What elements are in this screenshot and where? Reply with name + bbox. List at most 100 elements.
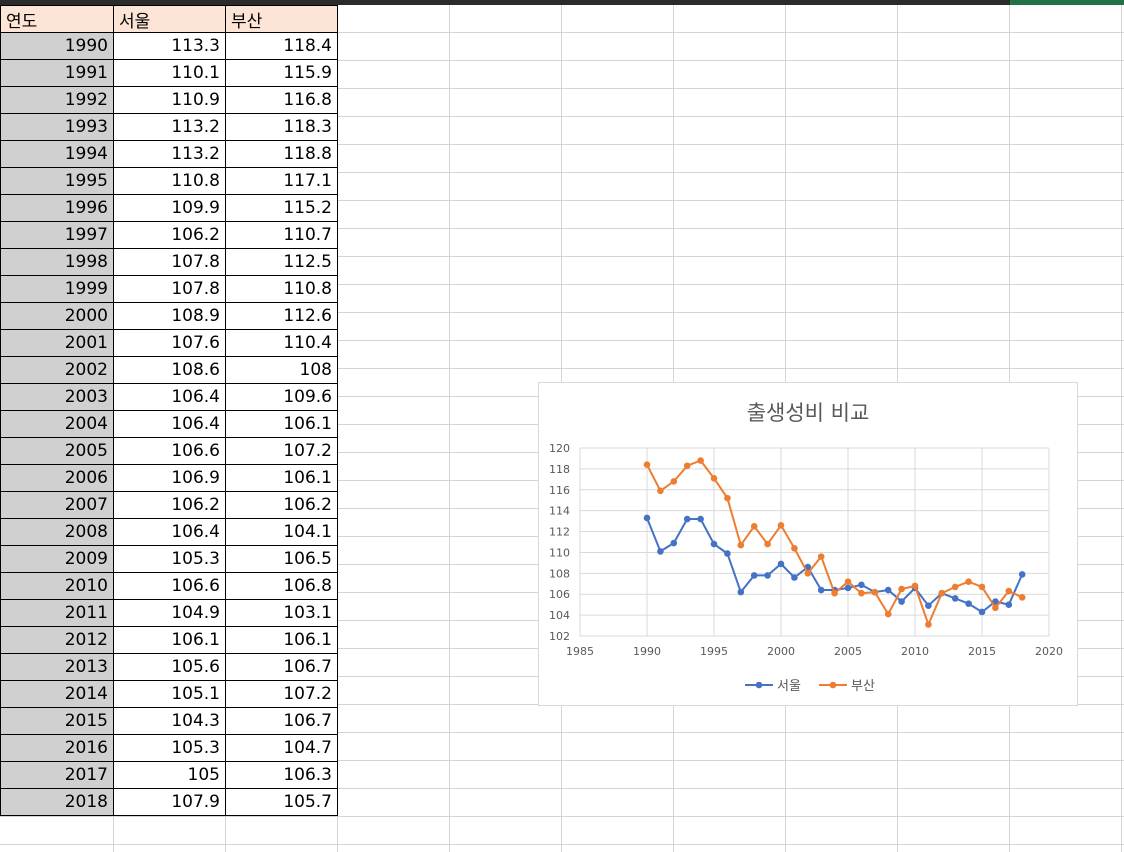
birth-ratio-chart[interactable]: 출생성비 비교 102 104 106 108 110 112 114 116 118 120 19… xyxy=(538,382,1078,706)
busan-cell[interactable]: 106.1 xyxy=(225,464,338,492)
busan-cell[interactable]: 110.8 xyxy=(225,275,338,303)
busan-cell[interactable]: 105.7 xyxy=(225,788,338,816)
busan-cell[interactable]: 106.5 xyxy=(225,545,338,573)
seoul-cell[interactable]: 106.4 xyxy=(113,410,226,438)
year-cell[interactable]: 2015 xyxy=(0,707,114,735)
seoul-cell[interactable]: 106.1 xyxy=(113,626,226,654)
busan-cell[interactable]: 110.4 xyxy=(225,329,338,357)
year-cell[interactable]: 2004 xyxy=(0,410,114,438)
seoul-cell[interactable]: 107.9 xyxy=(113,788,226,816)
busan-cell[interactable]: 118.3 xyxy=(225,113,338,141)
busan-cell[interactable]: 118.4 xyxy=(225,32,338,60)
year-cell[interactable]: 2007 xyxy=(0,491,114,519)
year-cell[interactable]: 2010 xyxy=(0,572,114,600)
seoul-cell[interactable]: 107.6 xyxy=(113,329,226,357)
busan-cell[interactable]: 106.1 xyxy=(225,626,338,654)
busan-cell[interactable]: 112.6 xyxy=(225,302,338,330)
year-cell[interactable]: 2008 xyxy=(0,518,114,546)
year-cell[interactable]: 1998 xyxy=(0,248,114,276)
seoul-cell[interactable]: 109.9 xyxy=(113,194,226,222)
year-cell[interactable]: 2016 xyxy=(0,734,114,762)
busan-cell[interactable]: 106.8 xyxy=(225,572,338,600)
seoul-cell[interactable]: 105.6 xyxy=(113,653,226,681)
busan-cell[interactable]: 109.6 xyxy=(225,383,338,411)
busan-cell[interactable]: 112.5 xyxy=(225,248,338,276)
year-cell[interactable]: 1990 xyxy=(0,32,114,60)
year-cell[interactable]: 2003 xyxy=(0,383,114,411)
busan-cell[interactable]: 117.1 xyxy=(225,167,338,195)
year-cell[interactable]: 2000 xyxy=(0,302,114,330)
seoul-cell[interactable]: 110.1 xyxy=(113,59,226,87)
year-cell[interactable]: 2011 xyxy=(0,599,114,627)
year-cell[interactable]: 1991 xyxy=(0,59,114,87)
seoul-cell[interactable]: 106.6 xyxy=(113,437,226,465)
seoul-cell[interactable]: 104.3 xyxy=(113,707,226,735)
year-cell[interactable]: 2009 xyxy=(0,545,114,573)
seoul-cell[interactable]: 110.8 xyxy=(113,167,226,195)
table-row: 1991 110.1 115.9 xyxy=(0,59,338,87)
busan-cell[interactable]: 115.9 xyxy=(225,59,338,87)
header-busan-cell[interactable]: 부산 xyxy=(225,5,338,33)
busan-cell[interactable]: 108 xyxy=(225,356,338,384)
data-point xyxy=(951,595,959,602)
data-point xyxy=(938,589,946,597)
year-cell[interactable]: 2018 xyxy=(0,788,114,816)
seoul-cell[interactable]: 106.4 xyxy=(113,518,226,546)
seoul-cell[interactable]: 107.8 xyxy=(113,275,226,303)
busan-cell[interactable]: 106.7 xyxy=(225,707,338,735)
busan-cell[interactable]: 106.1 xyxy=(225,410,338,438)
header-year-cell[interactable]: 연도 xyxy=(0,5,114,33)
year-cell[interactable]: 2005 xyxy=(0,437,114,465)
busan-cell[interactable]: 115.2 xyxy=(225,194,338,222)
year-cell[interactable]: 2017 xyxy=(0,761,114,789)
seoul-cell[interactable]: 105.3 xyxy=(113,545,226,573)
year-cell[interactable]: 1995 xyxy=(0,167,114,195)
seoul-cell[interactable]: 113.3 xyxy=(113,32,226,60)
year-cell[interactable]: 1997 xyxy=(0,221,114,249)
year-cell[interactable]: 2002 xyxy=(0,356,114,384)
year-cell[interactable]: 1996 xyxy=(0,194,114,222)
seoul-cell[interactable]: 106.9 xyxy=(113,464,226,492)
busan-cell[interactable]: 116.8 xyxy=(225,86,338,114)
seoul-cell[interactable]: 106.4 xyxy=(113,383,226,411)
busan-cell[interactable]: 104.1 xyxy=(225,518,338,546)
year-cell[interactable]: 2001 xyxy=(0,329,114,357)
seoul-cell[interactable]: 108.9 xyxy=(113,302,226,330)
busan-cell[interactable]: 103.1 xyxy=(225,599,338,627)
header-seoul-cell[interactable]: 서울 xyxy=(113,5,226,33)
seoul-cell[interactable]: 113.2 xyxy=(113,113,226,141)
busan-cell[interactable]: 106.7 xyxy=(225,653,338,681)
seoul-cell[interactable]: 105 xyxy=(113,761,226,789)
seoul-cell[interactable]: 106.2 xyxy=(113,221,226,249)
year-cell[interactable]: 1994 xyxy=(0,140,114,168)
data-point xyxy=(724,550,731,557)
data-point xyxy=(898,585,905,593)
seoul-cell[interactable]: 108.6 xyxy=(113,356,226,384)
year-cell[interactable]: 1992 xyxy=(0,86,114,114)
seoul-cell[interactable]: 105.3 xyxy=(113,734,226,762)
busan-cell[interactable]: 110.7 xyxy=(225,221,338,249)
table-row: 2015 104.3 106.7 xyxy=(0,707,338,735)
seoul-cell[interactable]: 113.2 xyxy=(113,140,226,168)
y-tick-label: 118 xyxy=(549,463,570,476)
table-row: 2010 106.6 106.8 xyxy=(0,572,338,600)
busan-cell[interactable]: 106.2 xyxy=(225,491,338,519)
busan-cell[interactable]: 106.3 xyxy=(225,761,338,789)
seoul-cell[interactable]: 106.6 xyxy=(113,572,226,600)
table-row: 2016 105.3 104.7 xyxy=(0,734,338,762)
seoul-cell[interactable]: 104.9 xyxy=(113,599,226,627)
busan-cell[interactable]: 118.8 xyxy=(225,140,338,168)
year-cell[interactable]: 2013 xyxy=(0,653,114,681)
busan-cell[interactable]: 107.2 xyxy=(225,680,338,708)
year-cell[interactable]: 2006 xyxy=(0,464,114,492)
busan-cell[interactable]: 107.2 xyxy=(225,437,338,465)
year-cell[interactable]: 1999 xyxy=(0,275,114,303)
seoul-cell[interactable]: 106.2 xyxy=(113,491,226,519)
seoul-cell[interactable]: 110.9 xyxy=(113,86,226,114)
year-cell[interactable]: 2014 xyxy=(0,680,114,708)
busan-cell[interactable]: 104.7 xyxy=(225,734,338,762)
year-cell[interactable]: 1993 xyxy=(0,113,114,141)
seoul-cell[interactable]: 107.8 xyxy=(113,248,226,276)
year-cell[interactable]: 2012 xyxy=(0,626,114,654)
seoul-cell[interactable]: 105.1 xyxy=(113,680,226,708)
